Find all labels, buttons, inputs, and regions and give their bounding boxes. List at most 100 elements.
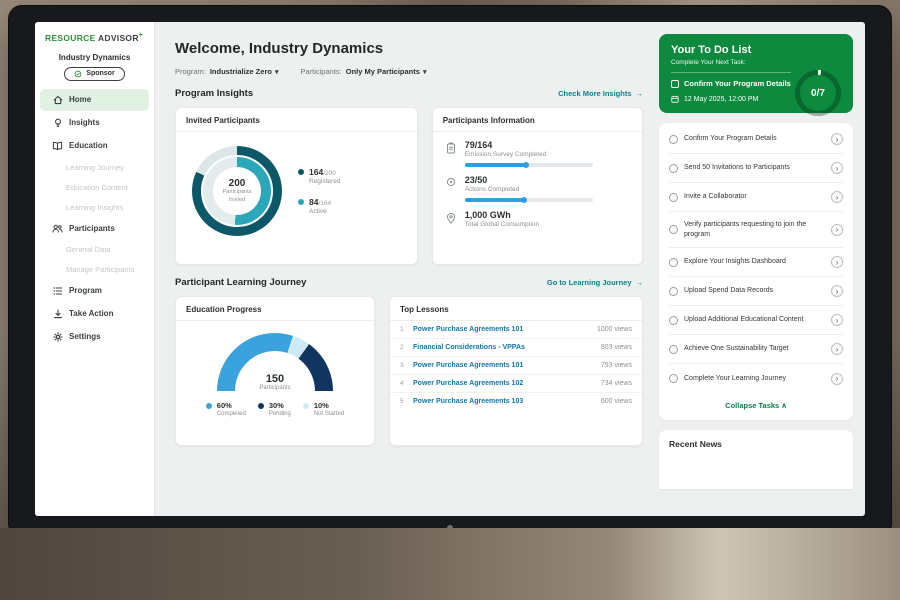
sidebar-item-home[interactable]: Home xyxy=(40,89,149,111)
chevron-right-icon[interactable]: › xyxy=(831,343,843,355)
collapse-tasks-link[interactable]: Collapse Tasks ∧ xyxy=(669,393,843,418)
task-row: Verify participants requesting to join t… xyxy=(669,212,843,248)
task-row: Explore Your Insights Dashboard › xyxy=(669,248,843,277)
task-checkbox[interactable] xyxy=(669,193,678,202)
chevron-right-icon[interactable]: › xyxy=(831,162,843,174)
stat-global-consumption: 1,000 GWh Total Global Consumption xyxy=(433,202,642,228)
todo-summary-card: Your To Do List Complete Your Next Task:… xyxy=(659,34,853,113)
legend-value: 164 xyxy=(309,167,323,177)
next-task-checkbox[interactable] xyxy=(671,80,679,88)
sidebar-item-program[interactable]: Program xyxy=(40,280,149,302)
collapse-tasks-label: Collapse Tasks xyxy=(725,401,779,410)
stat-value: 23/50 xyxy=(465,175,593,185)
lesson-link[interactable]: Power Purchase Agreements 101 xyxy=(413,326,590,333)
arrow-right-icon: → xyxy=(636,89,644,98)
lesson-link[interactable]: Financial Considerations - VPPAs xyxy=(413,344,594,351)
gauge-center-value: 150 xyxy=(217,373,333,385)
task-checkbox[interactable] xyxy=(669,345,678,354)
stat-value: 79/164 xyxy=(465,140,593,150)
legend-value: 30% xyxy=(269,401,284,410)
task-row: Upload Additional Educational Content › xyxy=(669,306,843,335)
survey-icon xyxy=(445,140,457,167)
sidebar-item-label: Manage Participants xyxy=(66,265,134,274)
check-more-insights-link[interactable]: Check More Insights → xyxy=(558,89,643,98)
task-list-card: Confirm Your Program Details › Send 50 I… xyxy=(659,123,853,420)
sponsor-badge-label: Sponsor xyxy=(86,70,114,77)
sidebar-item-participants[interactable]: Participants xyxy=(40,218,149,239)
donut-center-value: 200 xyxy=(229,178,246,189)
chevron-right-icon[interactable]: › xyxy=(831,314,843,326)
insights-cards-row: Invited Participants 200 Participants In… xyxy=(175,107,643,265)
task-checkbox[interactable] xyxy=(669,135,678,144)
sidebar-item-insights[interactable]: Insights xyxy=(40,112,149,134)
legend-value: 10% xyxy=(314,401,329,410)
program-select[interactable]: Industrialize Zero ▾ xyxy=(210,67,279,76)
sidebar-item-education[interactable]: Education xyxy=(40,135,149,157)
chevron-right-icon[interactable]: › xyxy=(831,224,843,236)
education-progress-card: Education Progress 150 Participants xyxy=(175,296,375,446)
task-label: Explore Your Insights Dashboard xyxy=(684,257,825,266)
task-checkbox[interactable] xyxy=(669,287,678,296)
chevron-right-icon[interactable]: › xyxy=(831,373,843,385)
main-content: Welcome, Industry Dynamics Program: Indu… xyxy=(155,22,657,516)
task-checkbox[interactable] xyxy=(669,164,678,173)
legend-dot-registered xyxy=(298,169,304,175)
lesson-rank: 5 xyxy=(400,398,406,405)
sidebar-item-label: Education xyxy=(69,141,108,150)
lesson-row: 1 Power Purchase Agreements 101 1000 vie… xyxy=(390,321,642,339)
legend-item-not-started: 10% Not Started xyxy=(303,401,344,417)
lesson-views: 803 views xyxy=(601,344,632,351)
legend-label: Not Started xyxy=(314,411,344,417)
chevron-right-icon[interactable]: › xyxy=(831,256,843,268)
check-more-insights-label: Check More Insights xyxy=(558,89,631,98)
actions-completed-progress-bar xyxy=(465,198,593,202)
task-checkbox[interactable] xyxy=(669,374,678,383)
sidebar-item-settings[interactable]: Settings xyxy=(40,326,149,348)
participants-select[interactable]: Only My Participants ▾ xyxy=(346,67,427,76)
task-label: Send 50 Invitations to Participants xyxy=(684,163,825,172)
task-row: Invite a Collaborator › xyxy=(669,183,843,212)
lesson-link[interactable]: Power Purchase Agreements 101 xyxy=(413,362,594,369)
task-checkbox[interactable] xyxy=(669,316,678,325)
chevron-right-icon[interactable]: › xyxy=(831,133,843,145)
sidebar-item-take-action[interactable]: Take Action xyxy=(40,303,149,325)
filter-bar: Program: Industrialize Zero ▾ Participan… xyxy=(175,67,643,76)
task-checkbox[interactable] xyxy=(669,258,678,267)
sidebar-item-general-data[interactable]: General Data xyxy=(40,240,149,259)
invited-participants-card: Invited Participants 200 Participants In… xyxy=(175,107,418,265)
lesson-link[interactable]: Power Purchase Agreements 102 xyxy=(413,380,594,387)
sidebar-item-manage-participants[interactable]: Manage Participants xyxy=(40,260,149,279)
lesson-link[interactable]: Power Purchase Agreements 103 xyxy=(413,398,594,405)
go-to-learning-journey-link[interactable]: Go to Learning Journey → xyxy=(547,278,643,287)
task-checkbox[interactable] xyxy=(669,225,678,234)
lesson-row: 5 Power Purchase Agreements 103 600 view… xyxy=(390,393,642,410)
todo-subtitle: Complete Your Next Task: xyxy=(671,59,841,66)
sidebar-item-learning-insights[interactable]: Learning Insights xyxy=(40,198,149,217)
legend-label: Pending xyxy=(269,411,291,417)
chevron-right-icon[interactable]: › xyxy=(831,191,843,203)
sidebar-item-label: Learning Insights xyxy=(66,203,123,212)
card-title: Education Progress xyxy=(176,297,374,321)
todo-progress-value: 0/7 xyxy=(800,75,836,111)
sidebar-item-education-content[interactable]: Education Content xyxy=(40,178,149,197)
chevron-up-icon: ∧ xyxy=(781,401,787,410)
next-task: Confirm Your Program Details xyxy=(671,79,801,89)
donut-center-label: Participants Invited xyxy=(220,189,254,203)
education-progress-gauge-chart: 150 Participants xyxy=(217,333,333,391)
sidebar-item-label: Learning Journey xyxy=(66,163,124,172)
power-led xyxy=(447,525,453,531)
stat-label: Actions Completed xyxy=(465,186,593,193)
page-title: Welcome, Industry Dynamics xyxy=(175,40,643,57)
chevron-right-icon[interactable]: › xyxy=(831,285,843,297)
section-title-program-insights: Program Insights xyxy=(175,88,253,99)
legend-dot-active xyxy=(298,199,304,205)
take-action-icon xyxy=(52,309,63,319)
sidebar-item-learning-journey[interactable]: Learning Journey xyxy=(40,158,149,177)
insights-icon xyxy=(52,118,63,128)
recent-news-card: Recent News xyxy=(659,430,853,489)
todo-progress-ring: 0/7 xyxy=(795,70,841,116)
lesson-views: 1000 views xyxy=(597,326,632,333)
task-label: Achieve One Sustainability Target xyxy=(684,344,825,353)
stat-label: Total Global Consumption xyxy=(465,221,539,228)
lesson-row: 4 Power Purchase Agreements 102 734 view… xyxy=(390,375,642,393)
